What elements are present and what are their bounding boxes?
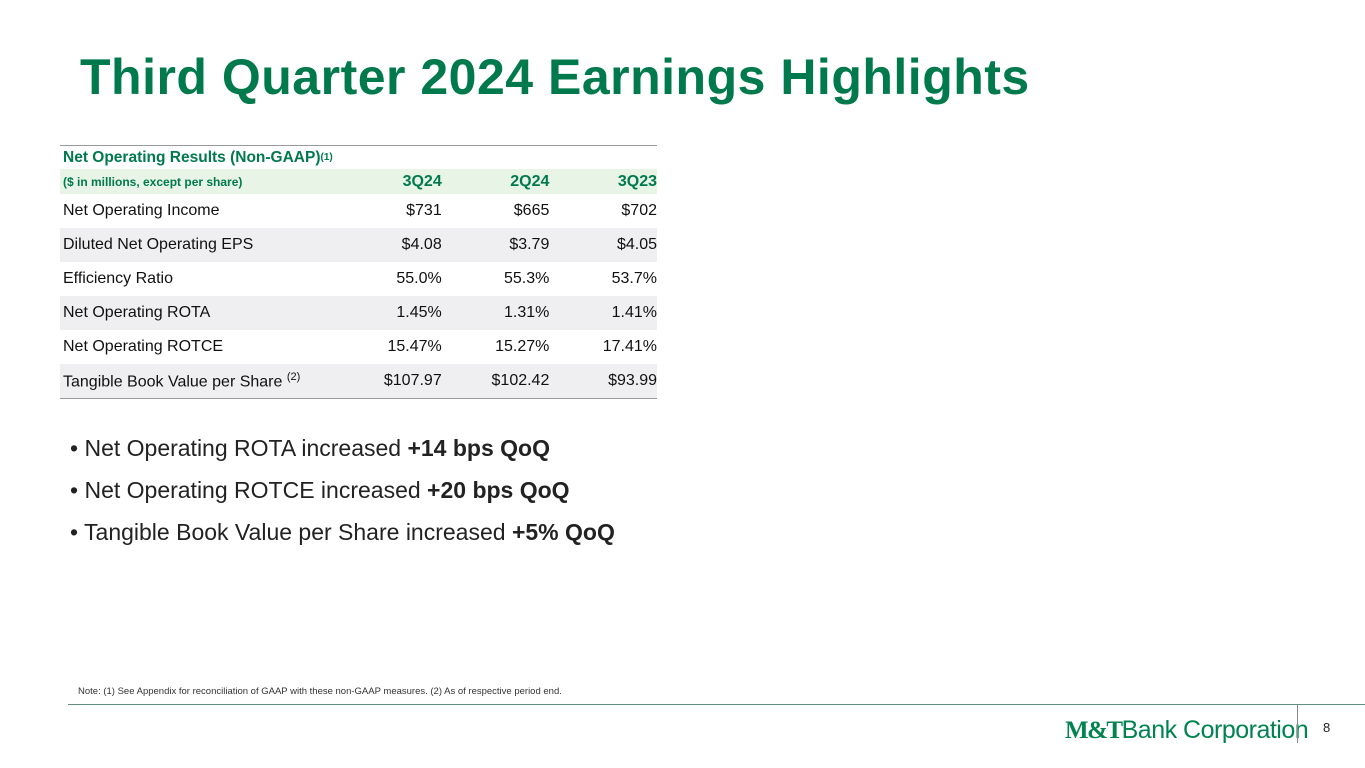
cell-value: 15.47% — [387, 338, 442, 355]
table-row: Net Operating Income $731 $665 $702 — [60, 194, 657, 228]
bullet-highlight: +5% QoQ — [511, 519, 615, 545]
row-label-text: Diluted Net Operating EPS — [63, 236, 254, 253]
row-label: Efficiency Ratio — [60, 270, 332, 288]
cell-value: 15.27% — [495, 338, 550, 355]
table-row: Diluted Net Operating EPS $4.08 $3.79 $4.05 — [60, 228, 657, 262]
results-table: Net Operating Results (Non-GAAP) (1) ($ i… — [60, 145, 657, 399]
table-row: Efficiency Ratio 55.0% 55.3% 53.7% — [60, 262, 657, 296]
footnote: Note: (1) See Appendix for reconciliatio… — [78, 686, 562, 697]
row-label-text: Net Operating ROTA — [63, 304, 211, 321]
cell-value: 17.41% — [602, 338, 657, 355]
cell-value: $4.05 — [616, 236, 657, 253]
logo-mark: M&T — [1065, 717, 1123, 744]
row-label-text: Tangible Book Value per Share — [63, 373, 283, 391]
footer-divider — [68, 704, 1365, 705]
bullet-item: • Net Operating ROTA increased +14 bps Q… — [70, 435, 550, 461]
cell-value: 1.31% — [503, 304, 550, 321]
cell-value: 53.7% — [611, 270, 657, 287]
cell-value: $93.99 — [608, 372, 657, 389]
row-label: Net Operating ROTA — [60, 304, 332, 322]
footnote-ref: (2) — [286, 370, 301, 383]
row-label-text: Net Operating ROTCE — [63, 338, 224, 355]
cell-value: $702 — [621, 202, 657, 219]
unit-label: ($ in millions, except per share) — [63, 174, 243, 189]
footnote-ref: (1) — [320, 152, 333, 163]
bullet-text: Tangible Book Value per Share increased — [84, 519, 512, 545]
logo-text: Bank Corporation — [1121, 716, 1309, 744]
table-title: Net Operating Results (Non-GAAP) (1) — [60, 146, 657, 169]
table-row: Net Operating ROTCE 15.47% 15.27% 17.41% — [60, 330, 657, 364]
cell-value: 55.0% — [396, 270, 442, 287]
bullet-text: Net Operating ROTCE increased — [84, 477, 428, 503]
cell-value: $665 — [513, 202, 550, 219]
footer-separator — [1297, 705, 1298, 743]
cell-value: $102.42 — [491, 372, 550, 389]
column-header: 2Q24 — [510, 172, 550, 190]
row-label: Diluted Net Operating EPS — [60, 236, 332, 254]
page-title: Third Quarter 2024 Earnings Highlights — [80, 49, 1030, 105]
cell-value: 55.3% — [503, 270, 550, 287]
cell-value: $4.08 — [401, 236, 442, 253]
bullet-item: • Net Operating ROTCE increased +20 bps … — [70, 477, 570, 503]
bullet-text: Net Operating ROTA increased — [84, 435, 408, 461]
table-row: Tangible Book Value per Share (2) $107.97… — [60, 364, 657, 398]
cell-value: $731 — [406, 202, 442, 219]
company-logo: M&TBank Corporation — [1065, 716, 1309, 745]
column-header: 3Q24 — [402, 172, 442, 190]
row-label: Tangible Book Value per Share (2) — [60, 371, 332, 391]
column-header: 3Q23 — [617, 172, 657, 190]
cell-value: 1.41% — [611, 304, 657, 321]
page-number: 8 — [1323, 720, 1331, 735]
cell-value: $107.97 — [383, 372, 442, 389]
highlights-list: • Net Operating ROTA increased +14 bps Q… — [70, 435, 615, 561]
bullet-highlight: +14 bps QoQ — [407, 435, 550, 461]
table-title-text: Net Operating Results (Non-GAAP) — [63, 148, 321, 166]
table-header: ($ in millions, except per share) 3Q24 2… — [60, 169, 657, 194]
table-row: Net Operating ROTA 1.45% 1.31% 1.41% — [60, 296, 657, 330]
bullet-highlight: +20 bps QoQ — [427, 477, 570, 503]
row-label: Net Operating Income — [60, 202, 332, 220]
cell-value: $3.79 — [509, 236, 550, 253]
bullet-item: • Tangible Book Value per Share increase… — [70, 519, 615, 545]
cell-value: 1.45% — [396, 304, 442, 321]
row-label-text: Efficiency Ratio — [63, 270, 173, 287]
row-label: Net Operating ROTCE — [60, 338, 332, 356]
row-label-text: Net Operating Income — [63, 202, 220, 219]
